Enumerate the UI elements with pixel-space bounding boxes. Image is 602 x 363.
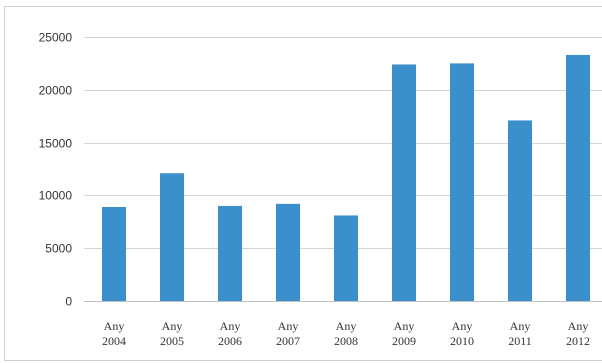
x-tick-label: Any 2009 (392, 319, 416, 348)
bar (566, 54, 590, 302)
x-tick-label: Any 2007 (276, 319, 300, 348)
y-tick-label: 5000 (45, 242, 72, 256)
x-axis-tick-labels: Any 2004 Any 2005 Any 2006 Any 2007 Any 2008 Any 20… (102, 319, 590, 348)
x-tick-label: Any 2004 (102, 319, 126, 348)
y-tick-label: 20000 (39, 84, 73, 98)
bar (334, 215, 358, 301)
x-tick-label: Any 2006 (218, 319, 242, 348)
bar (450, 63, 474, 302)
x-tick-label: Any 2008 (334, 319, 358, 348)
x-tick-label: Any 2011 (508, 319, 532, 348)
bars (102, 54, 590, 302)
bar (160, 173, 184, 301)
y-axis-tick-labels: 0 5000 10000 15000 20000 25000 (39, 31, 73, 309)
y-tick-label: 15000 (39, 137, 73, 151)
x-tick-label: Any 2012 (566, 319, 590, 348)
x-tick-label: Any 2010 (450, 319, 474, 348)
y-tick-label: 0 (65, 295, 72, 309)
bar (276, 203, 300, 301)
y-tick-label: 10000 (39, 189, 73, 203)
bar (508, 120, 532, 301)
bar (102, 207, 126, 301)
bar (218, 205, 242, 301)
bar (392, 64, 416, 302)
x-tick-label: Any 2005 (160, 319, 184, 348)
y-tick-label: 25000 (39, 31, 73, 45)
